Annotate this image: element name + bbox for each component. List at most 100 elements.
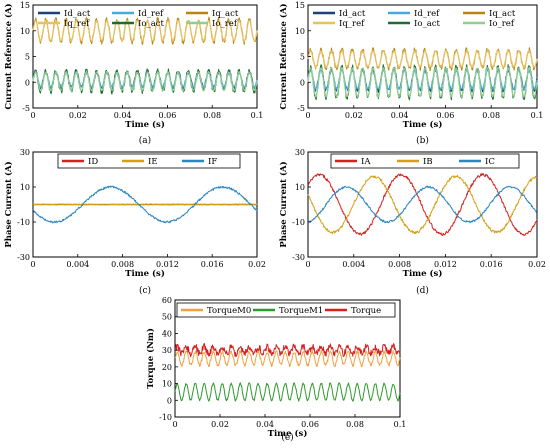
- legend-label-torquem1: TorqueM1: [279, 306, 323, 316]
- legend-label-io-ref: Io_ref: [489, 19, 515, 29]
- legend-label-torquem0: TorqueM0: [207, 306, 251, 316]
- panel-label: (c): [139, 285, 151, 296]
- series-line-ie: [32, 203, 258, 206]
- series-line-io-ref: [32, 70, 258, 92]
- series-line-io-ref: [307, 66, 538, 98]
- chart-panel-d: 0 0.004 0.008 0.012 0.016 0.02 -30 -10 10 30 Time …: [278, 148, 546, 296]
- y-tick-label: -10: [17, 218, 30, 227]
- legend-label-iq-act: Iq_act: [489, 9, 516, 19]
- y-tick-label: -5: [297, 104, 305, 113]
- series-line-ic: [307, 185, 538, 224]
- y-tick-label: 15: [20, 1, 30, 10]
- legend-label-io-ref: Io_ref: [212, 19, 238, 29]
- y-tick-label: 10: [20, 183, 30, 192]
- x-tick-label: 0.04: [256, 420, 274, 429]
- y-tick-label: 10: [20, 27, 30, 36]
- chart-panel-c: 0 0.004 0.008 0.012 0.016 0.02 -30 -10 10 30 Time …: [3, 148, 266, 296]
- y-tick-label: 20: [162, 363, 172, 372]
- y-tick-label: 60: [162, 296, 172, 305]
- legend-box: [57, 153, 241, 169]
- y-tick-label: 10: [295, 183, 305, 192]
- x-tick-label: 0.012: [156, 260, 179, 269]
- x-tick-label: 0.004: [342, 260, 365, 269]
- y-tick-label: -5: [22, 104, 30, 113]
- series-line-ib: [307, 174, 538, 235]
- y-tick-label: 30: [295, 148, 305, 157]
- plot-area: [307, 151, 538, 258]
- y-tick-label: 40: [162, 329, 172, 338]
- legend-label-id-act: Id_act: [339, 9, 366, 19]
- x-tick-label: 0.08: [346, 420, 364, 429]
- x-tick-label: 0.02: [345, 111, 363, 120]
- legend: ID IE IF: [57, 153, 241, 169]
- series-line-if: [32, 185, 258, 224]
- x-axis-label: Time (s): [125, 268, 165, 279]
- y-axis-label: Phase Current (A): [278, 161, 289, 247]
- legend-label-ib: IB: [423, 157, 433, 167]
- legend: IA IB IC: [330, 153, 520, 169]
- y-tick-label: 5: [25, 53, 30, 62]
- y-tick-label: 0: [300, 78, 305, 87]
- x-tick-label: 0.008: [388, 260, 411, 269]
- x-tick-label: 0.1: [251, 111, 264, 120]
- y-axis-label: Torque (Nm): [145, 328, 156, 389]
- x-tick-label: 0.06: [436, 111, 454, 120]
- series-line-torquem0: [174, 349, 401, 368]
- x-tick-label: 0: [30, 111, 35, 120]
- legend: TorqueM0 TorqueM1 Torque: [176, 302, 396, 318]
- panel-label: (d): [416, 285, 429, 296]
- legend-label-id-ref: Id_ref: [414, 9, 440, 19]
- x-tick-label: 0.02: [248, 260, 266, 269]
- y-tick-label: -10: [159, 413, 172, 422]
- x-tick-label: 0: [305, 260, 310, 269]
- x-tick-label: 0.04: [114, 111, 132, 120]
- x-tick-label: 0.1: [394, 420, 407, 429]
- x-tick-label: 0.08: [482, 111, 500, 120]
- x-tick-label: 0: [172, 420, 177, 429]
- legend-label-ia: IA: [361, 157, 371, 167]
- y-axis-label: Current Reference (A): [3, 3, 14, 109]
- series-line-iq-ref: [307, 49, 538, 69]
- legend-label-torque: Torque: [351, 306, 381, 316]
- x-tick-label: 0.08: [203, 111, 221, 120]
- y-tick-label: -10: [292, 218, 305, 227]
- legend-label-ie: IE: [148, 157, 158, 167]
- legend-box: [176, 302, 396, 318]
- x-tick-label: 0.06: [301, 420, 319, 429]
- series-line-iq-ref: [32, 19, 258, 43]
- y-tick-label: 5: [300, 53, 305, 62]
- series-line-ia: [307, 172, 538, 237]
- y-tick-label: 10: [295, 27, 305, 36]
- legend-label-ic: IC: [485, 157, 495, 167]
- y-tick-label: 15: [295, 1, 305, 10]
- y-tick-label: 10: [162, 380, 172, 389]
- series-group: [32, 185, 258, 224]
- legend-label-id-act: Id_act: [64, 9, 91, 19]
- panel-label: (b): [416, 135, 429, 146]
- x-tick-label: 0: [30, 260, 35, 269]
- chart-panel-e: 0 0.02 0.04 0.06 0.08 0.1-100102030405060Time…: [145, 296, 406, 443]
- x-tick-label: 0.1: [531, 111, 544, 120]
- legend-label-if: IF: [208, 157, 217, 167]
- x-axis-label: Time (s): [268, 428, 308, 439]
- series-group: [307, 47, 538, 101]
- x-tick-label: 0: [305, 111, 310, 120]
- series-group: [307, 172, 538, 237]
- legend-label-iq-ref: Iq_ref: [64, 19, 90, 29]
- y-tick-label: 0: [25, 78, 30, 87]
- series-group: [174, 343, 401, 402]
- y-axis-label: Current Reference (A): [278, 3, 289, 109]
- x-tick-label: 0.06: [158, 111, 176, 120]
- y-tick-label: 30: [20, 148, 30, 157]
- x-tick-label: 0.02: [211, 420, 229, 429]
- x-tick-label: 0.02: [528, 260, 546, 269]
- y-tick-label: -30: [17, 253, 30, 262]
- legend-label-iq-act: Iq_act: [212, 9, 239, 19]
- series-line-torque: [174, 343, 401, 358]
- y-axis-label: Phase Current (A): [3, 161, 14, 247]
- series-group: [32, 16, 258, 95]
- y-tick-label: 0: [167, 396, 172, 405]
- y-tick-label: 30: [162, 346, 172, 355]
